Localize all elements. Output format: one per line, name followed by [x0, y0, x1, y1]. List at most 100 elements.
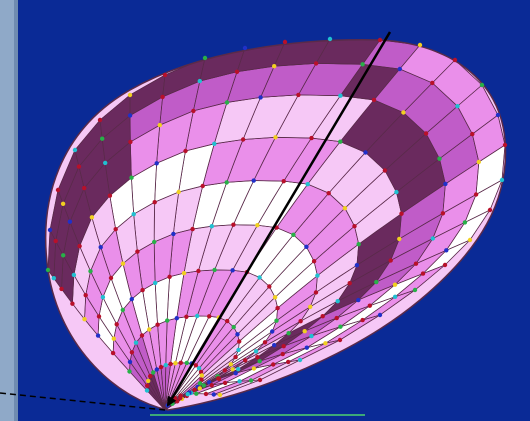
mesh-node: [230, 268, 235, 273]
mesh-node: [45, 267, 51, 273]
mesh-node: [311, 259, 317, 264]
mesh-node: [304, 345, 309, 350]
mesh-node: [113, 227, 118, 232]
mesh-node: [98, 245, 103, 250]
mesh-node: [417, 42, 423, 48]
mesh-node: [154, 161, 159, 166]
mesh-node: [127, 113, 133, 118]
mesh-rib: [164, 114, 499, 411]
mesh-rib: [164, 39, 381, 411]
mesh-node: [61, 253, 66, 258]
mesh-node: [388, 258, 393, 263]
mesh-node: [430, 236, 435, 241]
mesh-node: [302, 329, 307, 334]
mesh-node: [207, 380, 212, 385]
mesh-node: [495, 112, 501, 118]
mesh-node: [197, 386, 202, 391]
mesh-node: [76, 164, 82, 169]
mesh-node: [216, 376, 222, 381]
mesh-node: [184, 360, 189, 366]
mesh-node: [413, 261, 419, 266]
mesh-node: [286, 359, 291, 365]
mesh-node: [155, 322, 160, 327]
mesh-node: [255, 223, 260, 228]
mesh-node: [326, 191, 331, 196]
mesh-node: [444, 248, 449, 253]
mesh-node: [129, 350, 135, 355]
mesh-node: [144, 388, 150, 393]
mesh-node: [171, 231, 176, 237]
mesh-node: [47, 227, 53, 233]
mesh-node: [165, 318, 170, 323]
mesh-node: [281, 344, 286, 349]
mesh-node: [183, 148, 188, 154]
mesh-node: [315, 273, 320, 278]
mesh-node: [129, 296, 134, 302]
mesh-node: [374, 279, 379, 285]
mesh-node: [127, 92, 133, 98]
mesh-node: [255, 355, 260, 360]
mesh-node: [367, 303, 372, 308]
mesh-rib: [164, 41, 286, 411]
mesh-node: [258, 95, 263, 100]
mesh-node: [139, 333, 145, 338]
mesh-node: [168, 361, 173, 367]
mesh-node: [352, 224, 357, 229]
mesh-node: [236, 367, 241, 372]
mesh-node: [412, 287, 418, 293]
mesh-node: [97, 117, 103, 123]
mesh-node: [194, 391, 199, 396]
mesh-node: [108, 275, 114, 281]
mesh-node: [190, 226, 195, 232]
mesh-node: [275, 305, 280, 311]
mesh-node: [51, 276, 56, 281]
mesh-node: [201, 383, 206, 388]
axis-arrow: [166, 31, 392, 407]
mesh-node: [114, 322, 119, 327]
mesh-node: [394, 189, 399, 195]
mesh-node: [354, 263, 360, 268]
mesh-node: [470, 131, 475, 137]
mesh-node: [397, 66, 402, 72]
mesh-node: [338, 93, 343, 98]
mesh-node: [231, 324, 236, 330]
mesh-node: [499, 177, 505, 183]
mesh-node: [133, 340, 139, 345]
mesh-rib: [164, 264, 446, 411]
mesh-node: [174, 316, 179, 321]
mesh-node: [158, 364, 164, 370]
mesh-node: [222, 368, 227, 373]
mesh-node: [487, 207, 493, 213]
mesh-node: [335, 299, 340, 304]
mesh-node: [234, 69, 240, 75]
mesh-node: [128, 139, 133, 145]
mesh-node: [127, 359, 133, 365]
mesh-node: [392, 282, 398, 287]
mesh-node: [96, 314, 102, 319]
mesh-node: [53, 238, 58, 244]
mesh-node: [309, 333, 314, 339]
mesh-rib: [164, 47, 246, 411]
mesh-node: [323, 341, 328, 346]
mesh-node: [160, 94, 165, 100]
mesh-node: [212, 141, 217, 146]
mesh-node: [88, 269, 93, 274]
mesh-node: [242, 45, 248, 51]
mesh-node: [320, 314, 325, 319]
mesh-node: [235, 332, 240, 337]
mesh-node: [176, 189, 181, 195]
mesh-node: [120, 307, 126, 313]
mesh-node: [185, 392, 190, 397]
reference-dashed-line: [0, 392, 166, 411]
mesh-node: [267, 284, 272, 289]
shell-mesh: [45, 39, 506, 411]
mesh-node: [334, 315, 339, 321]
mesh-node: [272, 295, 278, 300]
mesh-node: [157, 122, 162, 128]
mesh-node: [70, 301, 75, 306]
mesh-node: [397, 236, 402, 242]
mesh-node: [308, 304, 313, 309]
mesh-node: [200, 183, 205, 189]
